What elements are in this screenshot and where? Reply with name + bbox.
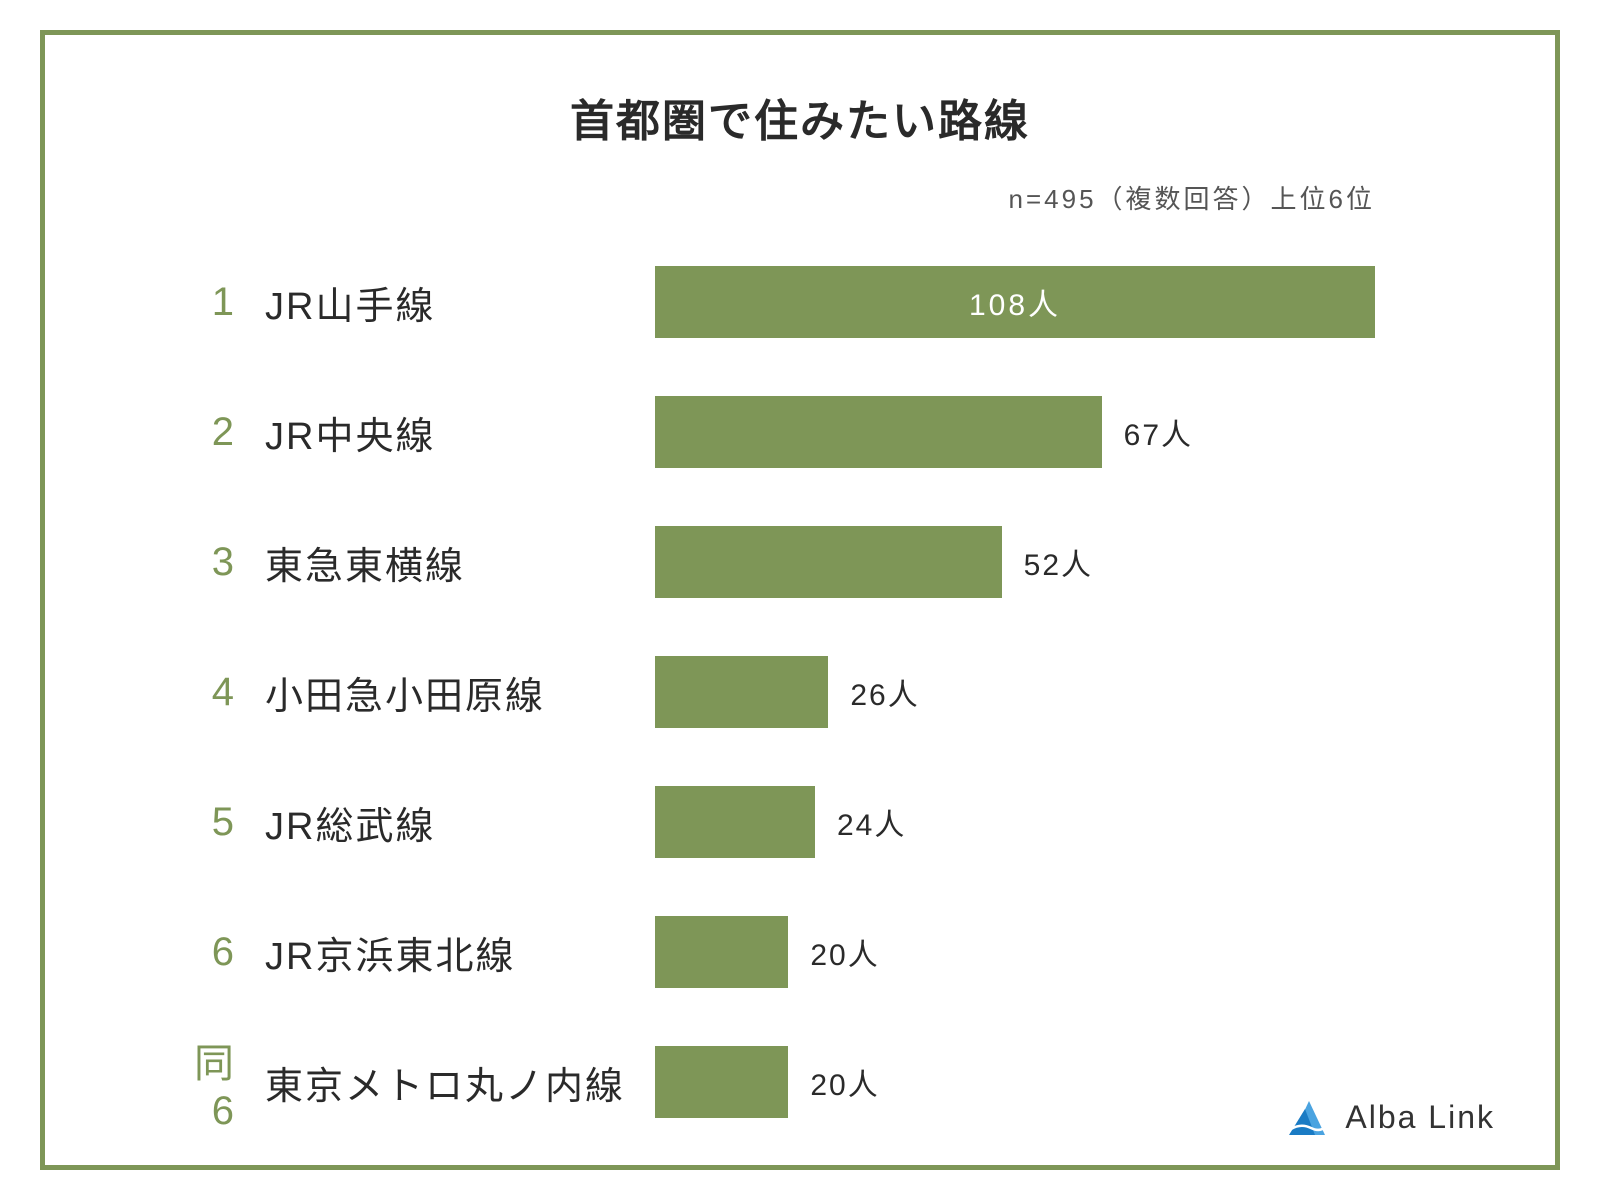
- rank-number: 5: [175, 800, 265, 845]
- chart-row: 2JR中央線 67人: [175, 396, 1495, 468]
- bar-wrap: 108人: [655, 266, 1495, 338]
- logo-icon: [1287, 1095, 1331, 1139]
- line-label: JR総武線: [265, 795, 655, 850]
- line-label: JR京浜東北線: [265, 925, 655, 980]
- bar-wrap: 20人: [655, 916, 1495, 988]
- chart-title: 首都圏で住みたい路線: [105, 85, 1495, 149]
- chart-row: 5JR総武線 24人: [175, 786, 1495, 858]
- chart-row: 3東急東横線 52人: [175, 526, 1495, 598]
- chart-row: 6JR京浜東北線 20人: [175, 916, 1495, 988]
- bar-value: 26人: [850, 670, 919, 714]
- bar: [655, 1046, 788, 1118]
- bar: [655, 786, 815, 858]
- line-label: 小田急小田原線: [265, 665, 655, 720]
- rank-number: 同6: [175, 1031, 265, 1134]
- line-label: 東急東横線: [265, 535, 655, 590]
- rank-number: 2: [175, 410, 265, 455]
- bar-wrap: 52人: [655, 526, 1495, 598]
- chart-subtitle: n=495（複数回答）上位6位: [105, 179, 1375, 216]
- bar-wrap: 24人: [655, 786, 1495, 858]
- bar-value: 20人: [810, 1060, 879, 1104]
- bar-value: 52人: [1024, 540, 1093, 584]
- rank-number: 3: [175, 540, 265, 585]
- chart-frame: 首都圏で住みたい路線 n=495（複数回答）上位6位 1JR山手線108人2JR…: [40, 30, 1560, 1170]
- chart-row: 1JR山手線 108人: [175, 266, 1495, 338]
- bar-value: 67人: [1124, 410, 1193, 454]
- rank-number: 4: [175, 670, 265, 715]
- line-label: JR山手線: [265, 275, 655, 330]
- bar-value: 108人: [969, 280, 1061, 324]
- rank-number: 6: [175, 930, 265, 975]
- bar-wrap: 67人: [655, 396, 1495, 468]
- bar-value: 24人: [837, 800, 906, 844]
- rank-number: 1: [175, 280, 265, 325]
- bar: [655, 526, 1002, 598]
- bar: 108人: [655, 266, 1375, 338]
- chart-area: 1JR山手線 108人 2JR中央線 67人 3東急東横線 52人 4小田急小田原線 26人 5…: [105, 266, 1495, 1118]
- line-label: JR中央線: [265, 405, 655, 460]
- bar: [655, 656, 828, 728]
- chart-row: 4小田急小田原線 26人: [175, 656, 1495, 728]
- bar-wrap: 26人: [655, 656, 1495, 728]
- brand-logo: Alba Link: [1287, 1095, 1495, 1139]
- line-label: 東京メトロ丸ノ内線: [265, 1055, 655, 1110]
- bar: [655, 916, 788, 988]
- bar: [655, 396, 1102, 468]
- logo-text: Alba Link: [1345, 1099, 1495, 1136]
- bar-value: 20人: [810, 930, 879, 974]
